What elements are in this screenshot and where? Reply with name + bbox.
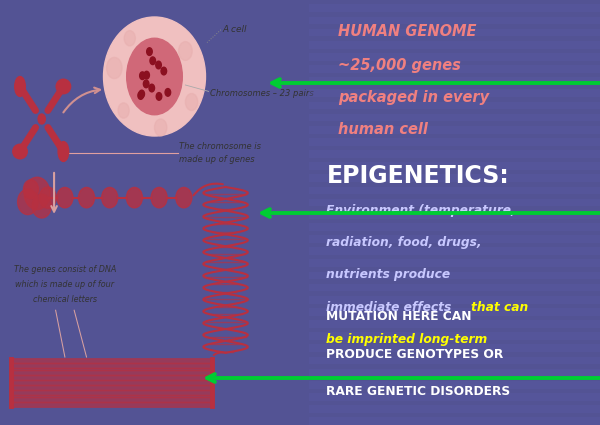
Ellipse shape bbox=[56, 79, 71, 94]
Ellipse shape bbox=[151, 187, 167, 208]
Text: immediate effects: immediate effects bbox=[326, 301, 456, 314]
Circle shape bbox=[118, 103, 129, 118]
Bar bbox=[309, 284, 600, 292]
Bar bbox=[309, 41, 600, 48]
Bar bbox=[309, 17, 600, 24]
Bar bbox=[309, 417, 600, 425]
Circle shape bbox=[179, 42, 192, 60]
Circle shape bbox=[156, 93, 162, 100]
Ellipse shape bbox=[23, 180, 38, 198]
Text: The genes consist of DNA: The genes consist of DNA bbox=[14, 265, 116, 275]
Text: MUTATION HERE CAN: MUTATION HERE CAN bbox=[326, 310, 472, 323]
Bar bbox=[309, 199, 600, 207]
Circle shape bbox=[185, 94, 198, 110]
Bar bbox=[309, 114, 600, 122]
Bar bbox=[309, 5, 600, 12]
Circle shape bbox=[124, 31, 136, 46]
Bar bbox=[309, 175, 600, 182]
Bar bbox=[309, 357, 600, 364]
Ellipse shape bbox=[24, 177, 50, 210]
Ellipse shape bbox=[176, 187, 192, 208]
Text: radiation, food, drugs,: radiation, food, drugs, bbox=[326, 236, 482, 249]
Bar bbox=[309, 102, 600, 109]
Bar bbox=[309, 65, 600, 73]
Circle shape bbox=[144, 71, 149, 79]
Circle shape bbox=[149, 84, 155, 92]
Bar bbox=[309, 369, 600, 377]
Text: chemical letters: chemical letters bbox=[33, 295, 97, 304]
Bar bbox=[309, 296, 600, 303]
Ellipse shape bbox=[79, 187, 95, 208]
Circle shape bbox=[127, 38, 182, 115]
Circle shape bbox=[161, 67, 167, 75]
Ellipse shape bbox=[15, 76, 25, 96]
Text: human cell: human cell bbox=[338, 122, 428, 137]
Circle shape bbox=[38, 114, 46, 124]
Bar bbox=[309, 126, 600, 133]
Circle shape bbox=[138, 92, 143, 99]
Bar bbox=[309, 150, 600, 158]
Text: HUMAN GENOME: HUMAN GENOME bbox=[338, 24, 476, 40]
Text: made up of genes: made up of genes bbox=[179, 155, 255, 164]
Text: which is made up of four: which is made up of four bbox=[16, 280, 115, 289]
Ellipse shape bbox=[32, 194, 51, 218]
Text: The chromosome is: The chromosome is bbox=[179, 142, 261, 151]
Circle shape bbox=[156, 61, 161, 69]
Text: packaged in every: packaged in every bbox=[338, 90, 489, 105]
Text: nutrients produce: nutrients produce bbox=[326, 269, 451, 281]
Text: EPIGENETICS:: EPIGENETICS: bbox=[326, 164, 509, 188]
Bar bbox=[309, 393, 600, 401]
Text: that can: that can bbox=[472, 301, 529, 314]
Bar bbox=[309, 381, 600, 388]
Bar bbox=[309, 272, 600, 279]
Ellipse shape bbox=[17, 189, 38, 215]
Text: Chromosomes – 23 pairs: Chromosomes – 23 pairs bbox=[210, 89, 314, 98]
Circle shape bbox=[143, 80, 149, 88]
Text: be imprinted long-term: be imprinted long-term bbox=[326, 333, 488, 346]
Text: RARE GENETIC DISORDERS: RARE GENETIC DISORDERS bbox=[326, 385, 511, 398]
Ellipse shape bbox=[40, 187, 56, 208]
Text: A cell: A cell bbox=[223, 25, 247, 34]
Circle shape bbox=[150, 57, 155, 65]
Ellipse shape bbox=[58, 142, 68, 162]
Circle shape bbox=[165, 88, 170, 96]
Ellipse shape bbox=[101, 187, 118, 208]
Bar bbox=[309, 53, 600, 61]
Bar bbox=[309, 162, 600, 170]
Circle shape bbox=[146, 48, 152, 55]
Bar bbox=[309, 320, 600, 328]
Circle shape bbox=[107, 57, 122, 79]
Bar bbox=[309, 405, 600, 413]
Text: PRODUCE GENOTYPES OR: PRODUCE GENOTYPES OR bbox=[326, 348, 504, 360]
Bar bbox=[309, 247, 600, 255]
Bar bbox=[309, 260, 600, 267]
Bar bbox=[309, 308, 600, 316]
Ellipse shape bbox=[13, 144, 27, 159]
Ellipse shape bbox=[104, 17, 205, 136]
Circle shape bbox=[139, 90, 145, 98]
Ellipse shape bbox=[127, 187, 142, 208]
Bar bbox=[309, 223, 600, 231]
Circle shape bbox=[155, 119, 167, 136]
Ellipse shape bbox=[57, 187, 73, 208]
Bar bbox=[309, 235, 600, 243]
Bar bbox=[309, 77, 600, 85]
Bar bbox=[309, 211, 600, 218]
Bar bbox=[309, 345, 600, 352]
Bar bbox=[309, 187, 600, 194]
Bar bbox=[309, 29, 600, 37]
Circle shape bbox=[140, 72, 145, 79]
Bar bbox=[309, 138, 600, 146]
Text: Environment (temperature,: Environment (temperature, bbox=[326, 204, 516, 217]
Text: ~25,000 genes: ~25,000 genes bbox=[338, 58, 461, 74]
Bar bbox=[309, 332, 600, 340]
Bar bbox=[309, 90, 600, 97]
